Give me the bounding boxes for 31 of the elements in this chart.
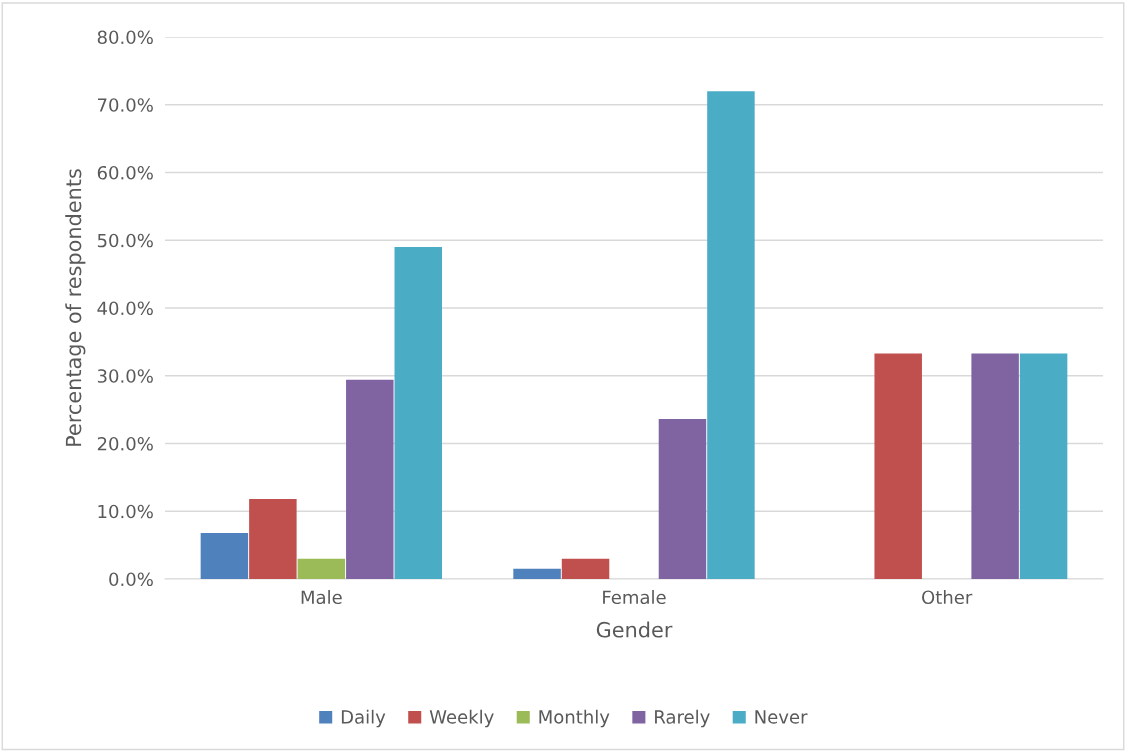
legend-label: Monthly bbox=[539, 709, 610, 728]
x-axis-title: Gender bbox=[596, 621, 673, 638]
y-axis-title: Percentage of respondents bbox=[65, 169, 86, 446]
x-tick-label: Male bbox=[301, 590, 342, 605]
bar bbox=[346, 379, 394, 579]
bar bbox=[200, 532, 249, 579]
bar bbox=[513, 568, 561, 579]
legend-label: Daily bbox=[341, 709, 386, 728]
y-tick-label: 70.0% bbox=[98, 98, 153, 112]
bar bbox=[394, 247, 443, 579]
bar bbox=[297, 558, 346, 579]
y-tick-label: 10.0% bbox=[98, 504, 153, 519]
bar bbox=[561, 558, 610, 579]
y-tick-label: 40.0% bbox=[97, 301, 153, 316]
x-tick-label: Female bbox=[603, 590, 666, 605]
bar bbox=[971, 353, 1019, 579]
legend-label: Weekly bbox=[429, 709, 494, 728]
bar bbox=[658, 419, 707, 579]
bar bbox=[707, 91, 755, 579]
y-tick-label: 80.0% bbox=[97, 30, 153, 45]
legend-label: Never bbox=[755, 710, 808, 724]
y-tick-label: 0.0% bbox=[109, 572, 153, 587]
x-tick-label: Other bbox=[922, 590, 973, 605]
y-tick-label: 20.0% bbox=[97, 436, 153, 451]
bar bbox=[1019, 353, 1068, 579]
bar bbox=[249, 499, 297, 579]
y-tick-label: 30.0% bbox=[97, 369, 153, 383]
bar bbox=[874, 353, 922, 579]
y-tick-label: 60.0% bbox=[97, 165, 153, 180]
legend-label: Rarely bbox=[655, 709, 710, 728]
y-tick-label: 50.0% bbox=[97, 233, 153, 248]
